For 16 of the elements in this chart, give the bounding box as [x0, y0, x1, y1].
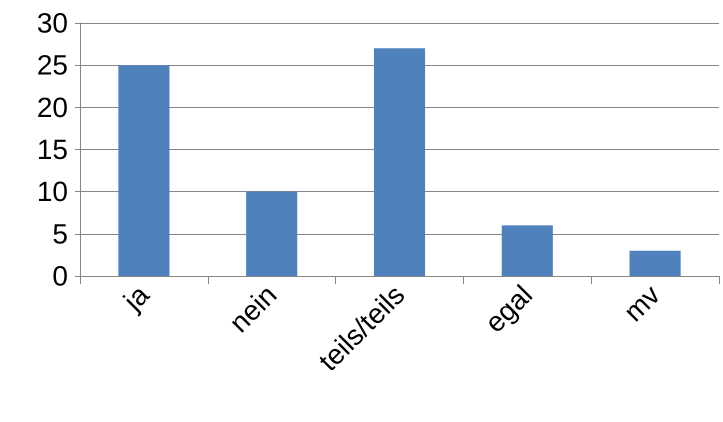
x-tick-label: ja — [116, 278, 156, 318]
x-tick-label: egal — [478, 279, 538, 338]
y-tick-label: 5 — [52, 218, 68, 250]
y-tick-label: 20 — [36, 92, 68, 123]
y-tick-label: 10 — [36, 176, 68, 208]
y-tick-label: 15 — [36, 134, 68, 165]
bar — [630, 250, 681, 276]
y-tick-label: 25 — [36, 50, 68, 81]
bar — [374, 48, 426, 276]
x-tick-label: nein — [223, 279, 283, 338]
y-tick-label: 30 — [36, 8, 68, 38]
y-tick-label: 0 — [52, 260, 68, 292]
bar — [246, 192, 298, 276]
x-tick-label: mv — [618, 279, 666, 328]
bar — [118, 65, 170, 276]
bar — [502, 225, 553, 276]
